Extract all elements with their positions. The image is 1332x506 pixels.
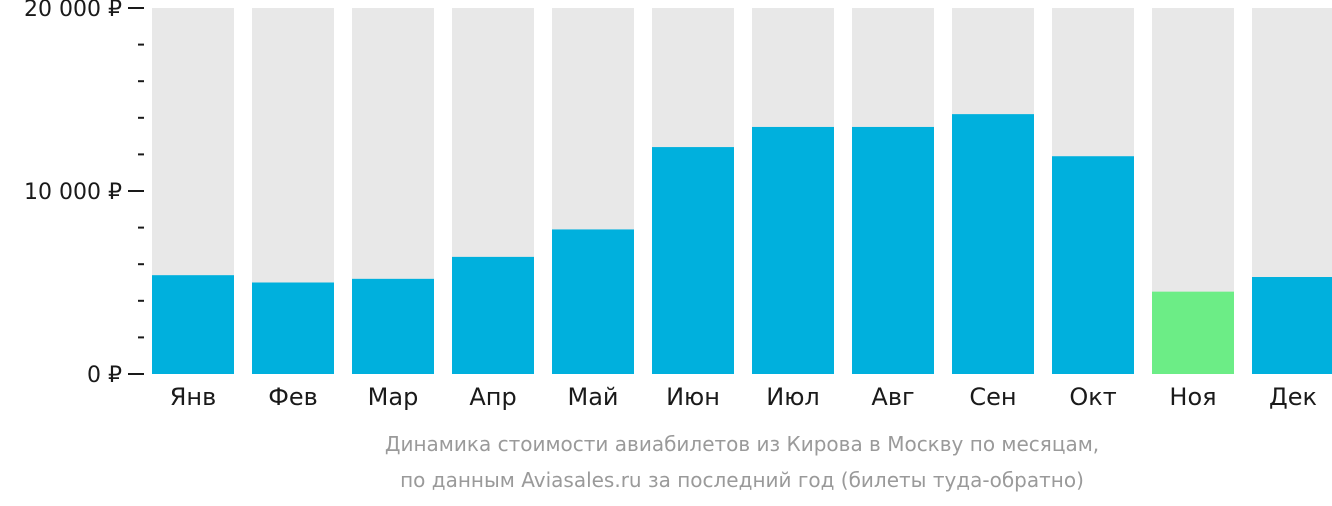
x-axis-labels: Янв Фев Мар Апр Май Июн Июл Авг Сен Окт Ноя Дек [170, 383, 1317, 411]
bar[interactable] [1152, 291, 1234, 374]
x-tick-label: Апр [469, 383, 516, 411]
x-tick-label: Ноя [1169, 383, 1216, 411]
bar[interactable] [1052, 156, 1134, 374]
chart-caption: Динамика стоимости авиабилетов из Кирова… [385, 432, 1099, 492]
x-tick-label: Сен [969, 383, 1016, 411]
bar[interactable] [852, 126, 934, 374]
bar[interactable] [352, 278, 434, 374]
y-tick-label: 20 000 ₽ [24, 0, 122, 22]
x-tick-label: Янв [170, 383, 217, 411]
x-tick-label: Авг [871, 383, 914, 411]
bar[interactable] [1252, 277, 1332, 374]
y-axis: 0 ₽ 10 000 ₽ 20 000 ₽ [24, 0, 144, 388]
x-tick-label: Мар [368, 383, 419, 411]
y-tick-label: 10 000 ₽ [24, 180, 122, 205]
bar[interactable] [452, 256, 534, 374]
bar[interactable] [152, 275, 234, 374]
bar[interactable] [952, 114, 1034, 374]
y-tick-label: 0 ₽ [87, 363, 122, 388]
x-tick-label: Июн [666, 383, 720, 411]
x-tick-label: Окт [1069, 383, 1116, 411]
caption-line-1: Динамика стоимости авиабилетов из Кирова… [385, 432, 1099, 456]
x-tick-label: Фев [268, 383, 318, 411]
bar[interactable] [752, 126, 834, 374]
bar[interactable] [252, 282, 334, 375]
bars [152, 8, 1332, 374]
x-tick-label: Дек [1269, 383, 1317, 411]
x-tick-label: Июл [766, 383, 820, 411]
caption-line-2: по данным Aviasales.ru за последний год … [400, 468, 1084, 492]
bar[interactable] [652, 147, 734, 374]
bar[interactable] [552, 229, 634, 374]
x-tick-label: Май [567, 383, 618, 411]
